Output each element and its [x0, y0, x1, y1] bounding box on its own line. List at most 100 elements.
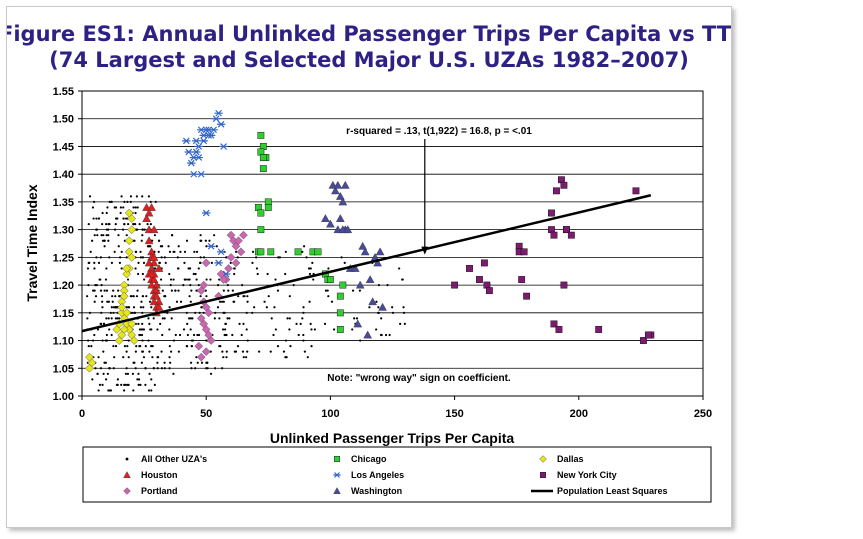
data-point	[114, 336, 124, 345]
data-point	[116, 383, 119, 387]
data-point	[314, 248, 322, 256]
series-portland	[194, 230, 248, 362]
y-tick-label: 1.50	[53, 114, 74, 126]
data-point	[166, 311, 169, 314]
data-point	[133, 239, 136, 242]
data-point	[309, 267, 312, 270]
data-point	[122, 356, 125, 359]
data-point	[224, 328, 227, 331]
data-point	[152, 367, 155, 370]
data-point	[224, 322, 228, 326]
data-point	[170, 350, 173, 353]
data-point	[197, 267, 200, 270]
data-point	[323, 322, 327, 326]
data-point	[302, 339, 305, 342]
data-point	[242, 322, 245, 326]
data-point	[238, 322, 241, 326]
data-point	[222, 311, 225, 314]
data-point	[142, 306, 145, 309]
data-point	[164, 295, 167, 298]
data-point	[188, 278, 191, 281]
data-point	[265, 306, 268, 309]
legend-label: Chicago	[351, 454, 387, 464]
data-point	[226, 283, 229, 287]
data-point	[93, 333, 96, 337]
data-point	[139, 256, 143, 259]
data-point	[108, 222, 111, 226]
legend-marker	[333, 472, 341, 478]
data-point	[192, 272, 195, 276]
data-point	[350, 264, 360, 272]
data-point	[326, 219, 335, 228]
data-point	[216, 283, 220, 287]
data-point	[142, 356, 146, 359]
data-point	[213, 317, 216, 320]
data-point	[107, 300, 111, 303]
data-point	[129, 336, 139, 345]
data-point	[99, 367, 103, 370]
data-point	[358, 241, 368, 250]
data-point	[204, 308, 214, 318]
data-point	[560, 281, 568, 289]
data-point	[145, 295, 148, 298]
data-point	[308, 272, 312, 276]
data-point	[259, 154, 267, 161]
data-point	[101, 222, 104, 226]
data-point	[97, 261, 101, 265]
data-point	[184, 148, 194, 156]
data-point	[159, 322, 162, 326]
data-point	[120, 250, 123, 253]
data-point	[199, 137, 208, 145]
data-point	[206, 367, 209, 370]
data-point	[550, 320, 558, 328]
data-point	[107, 239, 110, 242]
data-point	[88, 195, 92, 198]
data-point	[335, 214, 345, 222]
x-tick-label: 100	[321, 408, 339, 420]
data-point	[222, 289, 225, 292]
data-point	[140, 328, 143, 331]
data-point	[143, 278, 146, 281]
data-point	[365, 275, 375, 283]
y-tick-label: 1.45	[53, 141, 74, 153]
data-point	[112, 289, 115, 292]
data-point	[209, 278, 212, 281]
data-point	[176, 256, 179, 259]
data-point	[186, 333, 189, 337]
data-point	[311, 261, 314, 265]
data-point	[259, 165, 267, 173]
data-point	[159, 278, 163, 281]
data-point	[299, 322, 302, 326]
data-point	[567, 231, 575, 239]
data-point	[336, 326, 344, 333]
y-tick-label: 1.00	[53, 391, 74, 403]
data-point	[182, 328, 186, 331]
data-point	[199, 131, 208, 139]
data-point	[336, 309, 344, 317]
data-point	[340, 180, 350, 189]
data-point	[183, 250, 187, 253]
data-point	[301, 317, 304, 320]
data-point	[206, 242, 216, 250]
data-point	[163, 367, 166, 370]
data-point	[127, 214, 137, 223]
data-point	[185, 344, 188, 348]
data-point	[363, 330, 372, 339]
data-point	[93, 300, 96, 303]
data-point	[384, 333, 388, 337]
chart-subtitle: (74 Largest and Selected Major U.S. UZAs…	[49, 48, 689, 72]
data-point	[339, 281, 347, 289]
data-point	[114, 317, 117, 320]
data-point	[231, 258, 241, 268]
data-point	[105, 234, 108, 237]
data-point	[205, 295, 208, 298]
y-tick-label: 1.55	[53, 86, 74, 98]
data-point	[169, 361, 172, 364]
data-point	[122, 217, 125, 220]
data-point	[196, 333, 199, 337]
data-point	[220, 300, 224, 303]
data-point	[214, 311, 217, 314]
data-point	[132, 306, 136, 309]
data-point	[127, 319, 137, 329]
data-point	[171, 234, 174, 237]
